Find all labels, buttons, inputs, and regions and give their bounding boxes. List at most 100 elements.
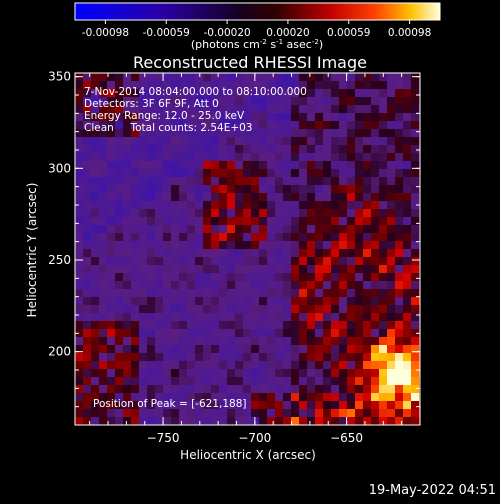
heatmap-cell [387,201,396,210]
heatmap-cell [195,321,204,330]
heatmap-cell [395,97,404,106]
heatmap-cell [203,409,212,418]
heatmap-cell [355,321,364,330]
heatmap-cell [355,137,364,146]
heatmap-cell [187,177,196,186]
heatmap-cell [211,217,220,226]
heatmap-cell [75,289,84,298]
heatmap-cell [299,145,308,154]
heatmap-cell [395,305,404,314]
heatmap-cell [123,169,132,178]
heatmap-cell [163,353,172,362]
heatmap-cell [235,409,244,418]
heatmap-cell [363,105,372,114]
heatmap-cell [347,329,356,338]
heatmap-cell [187,409,196,418]
heatmap-cell [267,241,276,250]
heatmap-cell [211,81,220,90]
heatmap-cell [115,329,124,338]
heatmap-cell [211,105,220,114]
heatmap-cell [371,353,380,362]
heatmap-cell [99,273,108,282]
heatmap-cell [123,409,132,418]
heatmap-cell [99,321,108,330]
heatmap-cell [363,233,372,242]
heatmap-cell [131,313,140,322]
heatmap-cell [155,217,164,226]
heatmap-cell [411,201,420,210]
heatmap-cell [331,129,340,138]
heatmap-cell [395,113,404,122]
heatmap-cell [395,337,404,346]
y-tick-label: 200 [48,345,71,359]
heatmap-cell [171,97,180,106]
heatmap-cell [299,121,308,130]
heatmap-cell [379,289,388,298]
heatmap-cell [283,321,292,330]
heatmap-cell [363,201,372,210]
heatmap-cell [131,73,140,82]
heatmap-cell [75,401,84,410]
heatmap-cell [163,185,172,194]
heatmap-cell [203,353,212,362]
heatmap-cell [203,329,212,338]
heatmap-cell [379,129,388,138]
heatmap-cell [291,273,300,282]
heatmap-cell [379,257,388,266]
heatmap-cell [91,289,100,298]
heatmap-cell [403,409,412,418]
heatmap-cell [179,305,188,314]
heatmap-cell [355,281,364,290]
heatmap-cell [251,289,260,298]
heatmap-cell [227,177,236,186]
heatmap-cell [227,249,236,258]
heatmap-cell [251,377,260,386]
heatmap-cell [219,233,228,242]
heatmap-cell [219,345,228,354]
heatmap-cell [171,129,180,138]
heatmap-cell [115,97,124,106]
heatmap-cell [115,129,124,138]
heatmap-cell [227,233,236,242]
heatmap-cell [211,329,220,338]
heatmap-cell [371,257,380,266]
heatmap-cell [251,369,260,378]
heatmap-cell [323,313,332,322]
heatmap-cell [171,337,180,346]
heatmap-cell [139,145,148,154]
heatmap-cell [211,129,220,138]
heatmap-cell [227,393,236,402]
heatmap-cell [235,217,244,226]
heatmap-cell [339,265,348,274]
heatmap-cell [203,417,212,425]
heatmap-cell [179,169,188,178]
heatmap-cell [219,153,228,162]
heatmap-cell [227,161,236,170]
heatmap-cell [267,297,276,306]
heatmap-cell [219,409,228,418]
heatmap-cell [83,273,92,282]
heatmap-cell [123,105,132,114]
heatmap-cell [331,89,340,98]
heatmap-cell [147,129,156,138]
heatmap-cell [179,401,188,410]
heatmap-cell [155,377,164,386]
heatmap-cell [139,265,148,274]
heatmap-cell [331,417,340,425]
heatmap-cell [115,217,124,226]
heatmap-cell [323,217,332,226]
heatmap-cell [411,289,420,298]
heatmap-cell [267,401,276,410]
heatmap-cell [307,169,316,178]
heatmap-cell [291,377,300,386]
heatmap-cell [179,273,188,282]
heatmap-cell [411,249,420,258]
heatmap-cell [323,241,332,250]
heatmap-cell [131,105,140,114]
heatmap-cell [411,393,420,402]
heatmap-cell [219,193,228,202]
heatmap-cell [147,161,156,170]
heatmap-cell [283,281,292,290]
heatmap-cell [259,337,268,346]
heatmap-cell [307,209,316,218]
